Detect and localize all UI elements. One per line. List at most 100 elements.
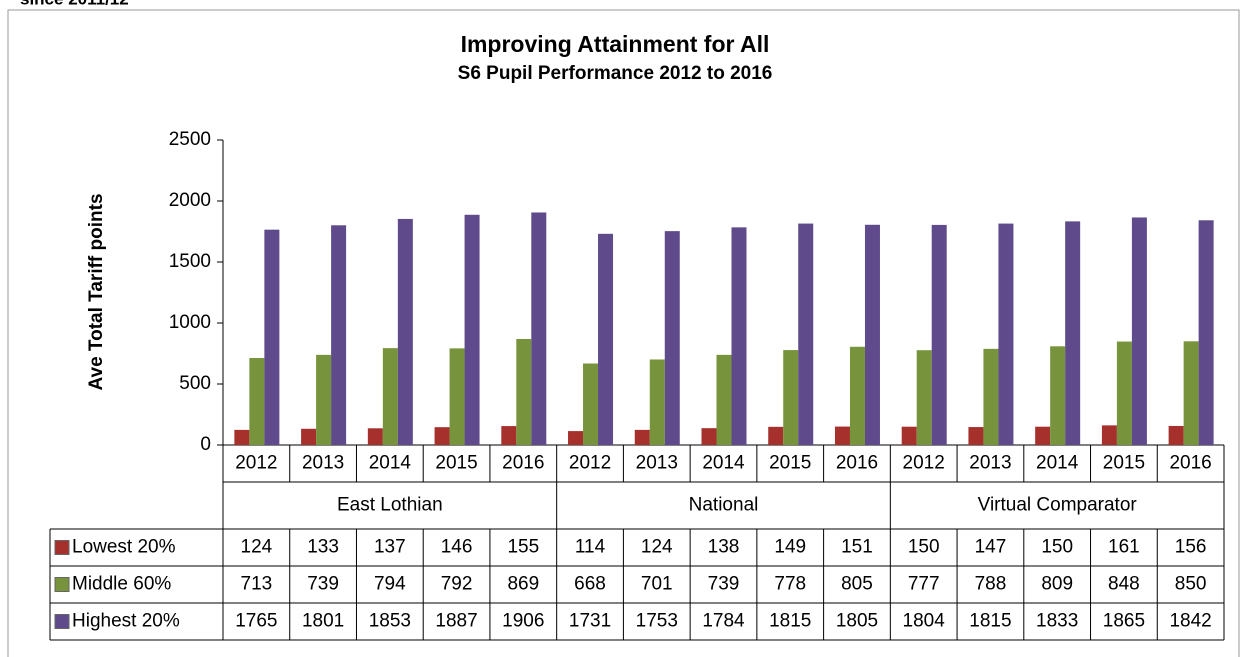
table-value: 1784 — [702, 611, 745, 632]
table-value: 1731 — [569, 611, 611, 632]
bar — [382, 348, 398, 445]
bar — [501, 426, 517, 445]
table-value: 155 — [507, 537, 539, 558]
table-value: 713 — [241, 574, 273, 595]
bar — [731, 227, 747, 445]
bar — [834, 426, 850, 445]
x-tick-label: 2015 — [1103, 453, 1145, 474]
table-value: 1765 — [235, 611, 277, 632]
table-value: 124 — [641, 537, 673, 558]
bar — [931, 224, 947, 445]
table-value: 150 — [908, 537, 940, 558]
bar — [234, 429, 250, 445]
x-tick-label: 2013 — [302, 453, 344, 474]
x-tick-label: 2012 — [903, 453, 945, 474]
bar — [301, 428, 317, 445]
table-value: 138 — [708, 537, 740, 558]
chart-subtitle: S6 Pupil Performance 2012 to 2016 — [458, 63, 773, 84]
x-tick-label: 2016 — [836, 453, 878, 474]
y-axis-label: Ave Total Tariff points — [86, 193, 107, 390]
bar — [583, 363, 599, 445]
bar — [664, 231, 680, 445]
table-value: 114 — [575, 537, 606, 558]
bar — [1168, 425, 1184, 445]
bar — [397, 218, 413, 445]
bar — [716, 354, 732, 445]
bar — [798, 223, 814, 445]
table-value: 161 — [1108, 537, 1140, 558]
bar — [701, 428, 717, 445]
bar — [531, 212, 547, 445]
bar — [264, 229, 280, 445]
table-value: 1842 — [1169, 611, 1211, 632]
table-value: 124 — [241, 537, 273, 558]
table-value: 701 — [641, 574, 673, 595]
x-tick-label: 2013 — [969, 453, 1011, 474]
bar — [568, 431, 584, 445]
table-value: 792 — [441, 574, 473, 595]
table-value: 739 — [307, 574, 339, 595]
table-value: 156 — [1175, 537, 1207, 558]
table-value: 739 — [708, 574, 740, 595]
chart-title: Improving Attainment for All — [461, 31, 770, 57]
x-tick-label: 2016 — [502, 453, 544, 474]
x-tick-label: 2012 — [235, 453, 277, 474]
table-value: 805 — [841, 574, 873, 595]
bar — [983, 348, 999, 445]
table-value: 778 — [774, 574, 806, 595]
bar — [464, 214, 480, 445]
x-tick-label: 2015 — [435, 453, 477, 474]
bar — [449, 348, 465, 445]
table-value: 137 — [374, 537, 406, 558]
bar — [249, 358, 265, 445]
table-value: 133 — [307, 537, 339, 558]
bar — [968, 427, 984, 445]
table-value: 777 — [908, 574, 940, 595]
table-value: 1865 — [1103, 611, 1145, 632]
bar — [1101, 425, 1117, 445]
group-label: National — [689, 495, 759, 516]
table-value: 850 — [1175, 574, 1207, 595]
bar — [783, 350, 799, 445]
y-tick-label: 1500 — [169, 251, 211, 272]
table-value: 1815 — [969, 611, 1011, 632]
table-value: 146 — [441, 537, 473, 558]
legend-label: Middle 60% — [72, 574, 171, 595]
x-tick-label: 2016 — [1169, 453, 1211, 474]
bar — [649, 359, 665, 445]
table-value: 869 — [507, 574, 539, 595]
x-tick-label: 2012 — [569, 453, 611, 474]
bar — [864, 224, 880, 445]
bar — [1183, 341, 1199, 445]
table-value: 149 — [774, 537, 806, 558]
table-value: 147 — [975, 537, 1007, 558]
table-value: 788 — [975, 574, 1007, 595]
bar — [901, 426, 917, 445]
bar — [1198, 220, 1214, 445]
bar — [516, 338, 532, 445]
bar — [598, 233, 614, 445]
bar — [634, 429, 650, 445]
group-label: East Lothian — [337, 495, 443, 516]
bar — [434, 427, 450, 445]
x-tick-label: 2014 — [702, 453, 745, 474]
group-label: Virtual Comparator — [978, 495, 1138, 516]
table-value: 1805 — [836, 611, 878, 632]
table-value: 1801 — [302, 611, 344, 632]
table-value: 809 — [1041, 574, 1073, 595]
bar — [316, 354, 332, 445]
legend-key — [54, 540, 70, 555]
legend-key — [54, 614, 70, 629]
table-value: 151 — [841, 537, 873, 558]
table-value: 1815 — [769, 611, 811, 632]
caption: since 2011/12 — [20, 0, 129, 8]
y-tick-label: 1000 — [169, 312, 211, 333]
bar — [367, 428, 383, 445]
bar — [1131, 217, 1147, 445]
bar — [1065, 221, 1081, 445]
x-tick-label: 2014 — [369, 453, 412, 474]
y-tick-label: 0 — [200, 434, 211, 455]
table-value: 794 — [374, 574, 406, 595]
bar — [1116, 341, 1132, 445]
